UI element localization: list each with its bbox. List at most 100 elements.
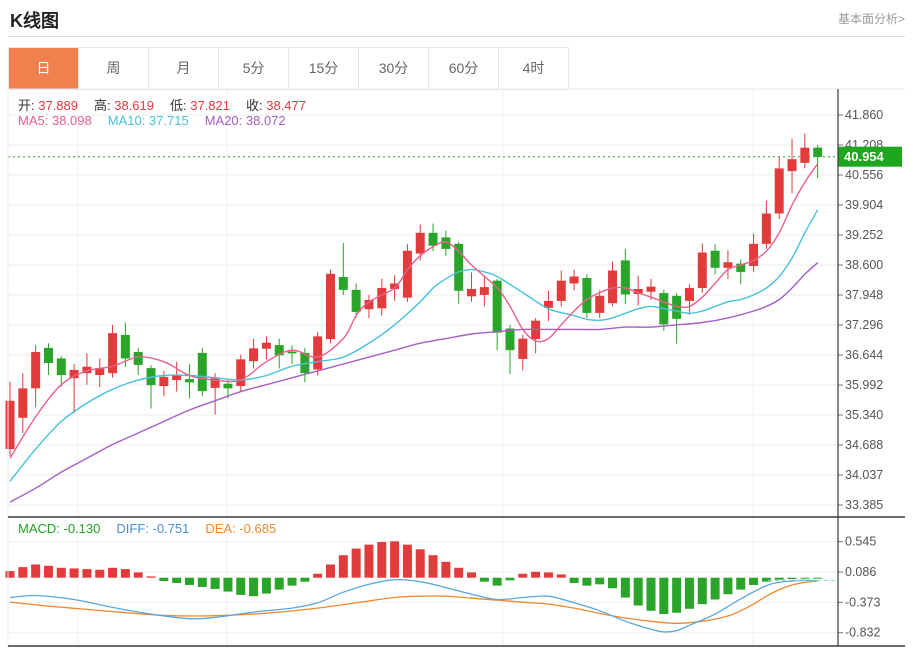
tab-period-7[interactable]: 60分	[429, 48, 499, 89]
macd-hist-bar	[197, 577, 207, 587]
ma5-line	[9, 163, 819, 459]
macd-hist-bar	[736, 577, 746, 590]
macd-hist-bar	[633, 577, 643, 606]
price-tick-label: 35.340	[845, 408, 883, 422]
tab-period-1[interactable]: 日	[9, 48, 79, 89]
candle-body	[120, 334, 130, 359]
candle-body	[236, 359, 246, 387]
candle-body	[261, 342, 271, 349]
macd-hist-bar	[326, 564, 335, 578]
candle-body	[595, 295, 605, 313]
macd-hist-bar	[261, 577, 271, 594]
candle-body	[5, 400, 15, 450]
candle-body	[43, 347, 53, 364]
macd-hist-bar	[402, 544, 412, 578]
tab-period-5[interactable]: 15分	[289, 48, 359, 89]
ohlc-legend: 开: 37.889 高: 38.619 低: 37.821 收: 38.477	[18, 95, 322, 114]
macd-hist-bar	[313, 573, 323, 578]
macd-hist-bar	[18, 567, 28, 578]
legend-item: MA20: 38.072	[204, 113, 286, 128]
macd-hist-bar	[684, 577, 694, 609]
macd-hist-bar	[184, 577, 194, 585]
candle-body	[569, 276, 579, 284]
macd-tick-label: 0.086	[845, 565, 876, 579]
macd-hist-bar	[659, 577, 669, 615]
dea-line	[9, 580, 818, 624]
macd-hist-bar	[364, 544, 374, 578]
price-tick-label: 39.252	[845, 228, 883, 242]
macd-hist-bar	[569, 577, 579, 583]
tab-period-2[interactable]: 周	[79, 48, 149, 89]
macd-hist-bar	[31, 564, 41, 578]
macd-hist-bar	[608, 577, 618, 589]
macd-hist-bar	[120, 569, 130, 578]
candle-body	[249, 348, 259, 362]
candle-body	[18, 388, 28, 418]
candle-body	[69, 369, 79, 379]
macd-hist-bar	[338, 555, 348, 578]
candle-body	[672, 295, 682, 319]
candle-body	[159, 376, 169, 387]
candle-body	[505, 328, 515, 351]
macd-hist-bar	[595, 577, 605, 585]
macd-hist-bar	[697, 577, 707, 605]
macd-hist-bar	[774, 577, 784, 580]
candle-body	[697, 252, 707, 289]
price-tick-label: 34.037	[845, 468, 883, 482]
macd-tick-label: -0.373	[845, 595, 880, 609]
tab-period-6[interactable]: 30分	[359, 48, 429, 89]
macd-hist-bar	[454, 567, 464, 578]
legend-item: MA5: 38.098	[18, 113, 92, 128]
macd-hist-bar	[223, 577, 233, 592]
macd-hist-bar	[43, 565, 53, 578]
candle-body	[390, 283, 400, 289]
page-title: K线图	[10, 11, 59, 31]
price-tick-label: 33.385	[845, 498, 883, 512]
macd-hist-bar	[287, 577, 297, 586]
candle-body	[556, 280, 566, 301]
candle-body	[95, 368, 105, 375]
candle-body	[287, 351, 297, 354]
candle-body	[172, 375, 182, 381]
macd-hist-bar	[146, 576, 156, 578]
price-tick-label: 37.296	[845, 318, 883, 332]
candle-body	[364, 299, 374, 310]
candle-body	[492, 280, 502, 333]
candle-body	[787, 159, 797, 172]
current-price-tag	[838, 146, 902, 167]
tab-period-4[interactable]: 5分	[219, 48, 289, 89]
candle-body	[582, 277, 592, 313]
macd-hist-bar	[710, 577, 720, 600]
candle-body	[479, 287, 489, 295]
candle-body	[736, 263, 746, 272]
candle-body	[467, 288, 477, 297]
price-tick-label: 35.992	[845, 378, 883, 392]
macd-hist-bar	[813, 577, 823, 579]
candle-body	[223, 383, 233, 389]
macd-hist-bar	[95, 569, 105, 578]
candle-body	[402, 250, 412, 298]
macd-tick-label: -0.832	[845, 626, 880, 640]
macd-hist-bar	[133, 572, 143, 578]
period-tabbar: 日周月 5分 15分 30分 60分 4时	[8, 47, 569, 90]
price-tick-label: 37.948	[845, 288, 883, 302]
tab-period-3[interactable]: 月	[149, 48, 219, 89]
candle-body	[338, 276, 348, 290]
macd-hist-bar	[428, 555, 438, 578]
ma20-line	[9, 262, 819, 503]
legend-item: DEA: -0.685	[205, 521, 277, 536]
tab-period-8[interactable]: 4时	[499, 48, 568, 89]
price-tick-label: 40.556	[845, 168, 883, 182]
fundamental-analysis-link[interactable]: 基本面分析>	[837, 12, 905, 26]
macd-legend: MACD: -0.130 DIFF: -0.751 DEA: -0.685	[18, 521, 292, 536]
candle-body	[710, 250, 720, 268]
candle-body	[723, 262, 733, 268]
macd-hist-bar	[492, 577, 502, 586]
macd-hist-bar	[108, 567, 118, 578]
price-tick-label: 34.688	[845, 438, 883, 452]
macd-hist-bar	[172, 577, 182, 583]
macd-hist-bar	[672, 577, 682, 613]
macd-hist-bar	[377, 542, 387, 578]
